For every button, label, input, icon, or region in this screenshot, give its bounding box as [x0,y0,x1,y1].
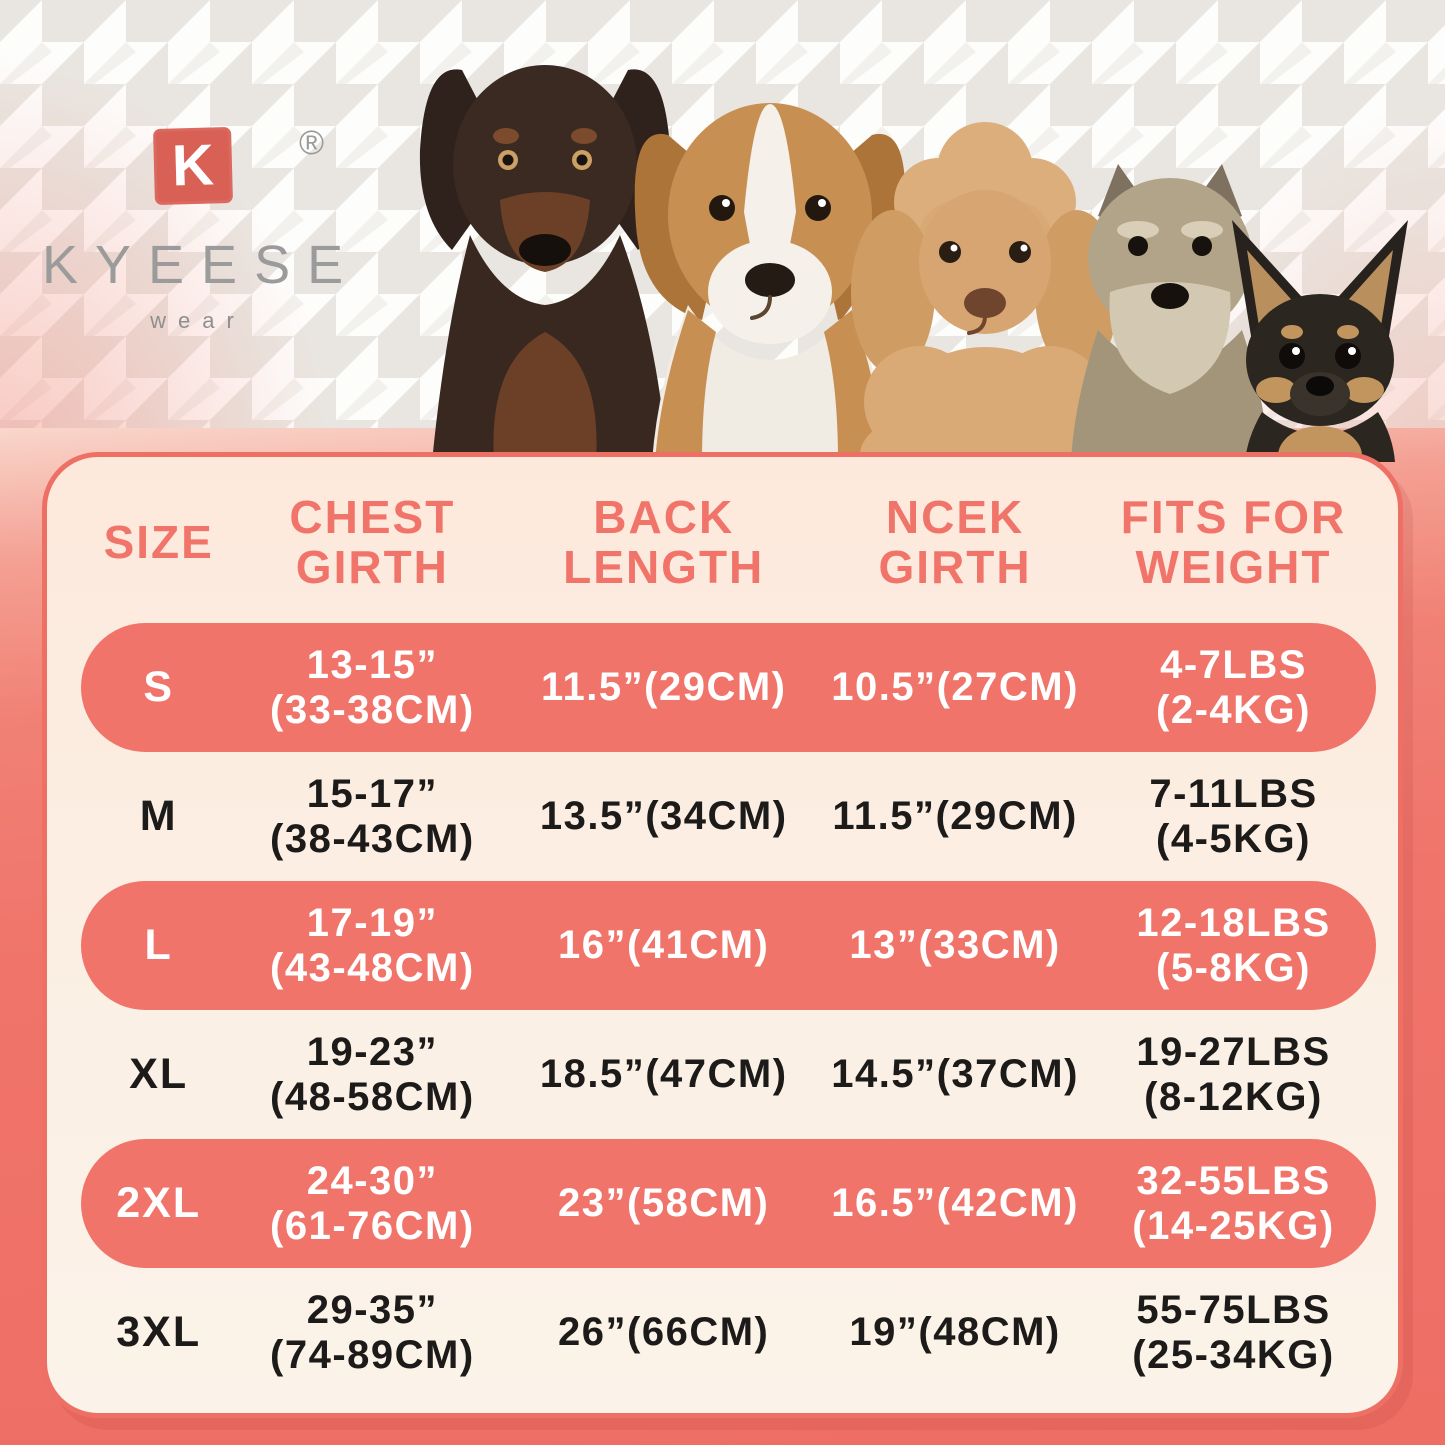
header-line: WEIGHT [1135,541,1332,593]
poodle-icon [851,122,1119,470]
table-row-s: S 13-15” (33-38CM) 11.5”(29CM) 10.5”(27C… [81,623,1376,752]
back-length-cell: 26”(66CM) [558,1310,770,1355]
header-back-length: BACK LENGTH [508,493,819,592]
chest-girth-cell: 13-15” (33-38CM) [236,643,508,733]
header-line: GIRTH [878,541,1032,593]
weight-cell: 19-27LBS (8-12KG) [1091,1030,1376,1120]
chest-girth-cell: 15-17” (38-43CM) [236,772,508,862]
neck-girth-cell: 10.5”(27CM) [831,665,1079,710]
cell-line: (25-34KG) [1132,1332,1335,1377]
cell-line: 17-19” [306,900,439,945]
schnauzer-icon [1071,164,1269,462]
doberman-icon [419,65,671,462]
neck-girth-cell: 19”(48CM) [849,1310,1061,1355]
cell-line: (43-48CM) [270,945,475,990]
header-line: BACK [593,491,735,544]
header-line: LENGTH [563,541,765,593]
back-length-cell: 16”(41CM) [558,923,770,968]
table-row-l: L 17-19” (43-48CM) 16”(41CM) 13”(33CM) 1… [81,881,1376,1010]
header-chest-girth: CHEST GIRTH [236,493,508,592]
registered-mark: ® [298,124,324,162]
size-cell: 2XL [116,1179,202,1228]
cell-line: (38-43CM) [270,816,475,861]
header-line: FITS FOR [1120,491,1347,544]
beagle-icon [634,103,906,462]
cell-line: (61-76CM) [270,1203,475,1248]
cell-line: 15-17” [306,771,439,816]
neck-girth-cell: 11.5”(29CM) [832,794,1078,839]
size-chart-card: SIZE CHEST GIRTH BACK LENGTH NCEK GIRTH … [42,452,1403,1418]
brand-mark: K [153,126,233,206]
cell-line: (74-89CM) [270,1332,475,1377]
neck-girth-cell: 16.5”(42CM) [831,1181,1079,1226]
cell-line: 55-75LBS [1136,1287,1331,1332]
hero-banner: K ® KYEESE wear [0,0,1445,480]
size-cell: XL [129,1050,189,1099]
cell-line: (4-5KG) [1156,816,1311,861]
cell-line: 12-18LBS [1136,900,1331,945]
header-line: GIRTH [295,541,449,593]
back-length-cell: 18.5”(47CM) [539,1052,788,1097]
back-length-cell: 23”(58CM) [558,1181,770,1226]
brand-mark-letter: K [171,132,215,199]
weight-cell: 55-75LBS (25-34KG) [1091,1288,1376,1378]
size-cell: L [144,921,173,970]
chest-girth-cell: 24-30” (61-76CM) [236,1159,508,1249]
cell-line: 24-30” [306,1158,439,1203]
size-cell: M [139,792,178,841]
header-size: SIZE [81,516,236,569]
header-fits-for-weight: FITS FOR WEIGHT [1091,493,1376,592]
chest-girth-cell: 19-23” (48-58CM) [236,1030,508,1120]
cell-line: 19-27LBS [1136,1029,1331,1074]
cell-line: 4-7LBS [1160,642,1307,687]
table-row-xl: XL 19-23” (48-58CM) 18.5”(47CM) 14.5”(37… [81,1010,1376,1139]
header-line: SIZE [103,516,214,569]
cell-line: (5-8KG) [1156,945,1311,990]
brand-logo: K ® KYEESE wear [28,124,361,334]
chihuahua-icon [1232,220,1408,470]
chest-girth-cell: 29-35” (74-89CM) [236,1288,508,1378]
back-length-cell: 11.5”(29CM) [540,665,787,710]
dogs-illustration [419,65,1408,470]
table-row-3xl: 3XL 29-35” (74-89CM) 26”(66CM) 19”(48CM)… [81,1268,1376,1397]
weight-cell: 32-55LBS (14-25KG) [1091,1159,1376,1249]
table-row-2xl: 2XL 24-30” (61-76CM) 23”(58CM) 16.5”(42C… [81,1139,1376,1268]
size-cell: 3XL [116,1308,202,1357]
brand-tagline: wear [150,308,246,333]
cell-line: 7-11LBS [1149,771,1318,816]
header-line: NCEK [885,491,1025,544]
header-line: CHEST [289,491,456,544]
cell-line: (48-58CM) [270,1074,475,1119]
header-neck-girth: NCEK GIRTH [819,493,1091,592]
cell-line: 19-23” [306,1029,439,1074]
cell-line: 29-35” [306,1287,439,1332]
weight-cell: 7-11LBS (4-5KG) [1091,772,1376,862]
cell-line: (14-25KG) [1132,1203,1335,1248]
weight-cell: 4-7LBS (2-4KG) [1091,643,1376,733]
brand-name: KYEESE [42,235,361,295]
chest-girth-cell: 17-19” (43-48CM) [236,901,508,991]
neck-girth-cell: 13”(33CM) [849,923,1061,968]
neck-girth-cell: 14.5”(37CM) [831,1052,1079,1097]
size-cell: S [143,663,175,712]
back-length-cell: 13.5”(34CM) [539,794,788,839]
weight-cell: 12-18LBS (5-8KG) [1091,901,1376,991]
cell-line: (33-38CM) [270,687,475,732]
cell-line: (2-4KG) [1156,687,1311,732]
cell-line: 13-15” [306,642,439,687]
cell-line: 32-55LBS [1136,1158,1331,1203]
brand-mark-wrap: K ® [153,124,324,206]
table-row-m: M 15-17” (38-43CM) 13.5”(34CM) 11.5”(29C… [81,752,1376,881]
table-header-row: SIZE CHEST GIRTH BACK LENGTH NCEK GIRTH … [81,463,1376,623]
cell-line: (8-12KG) [1144,1074,1323,1119]
